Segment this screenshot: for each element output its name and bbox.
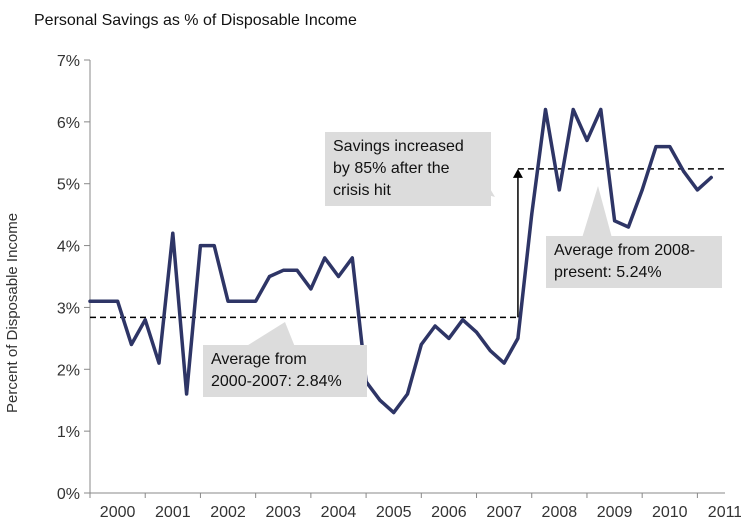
data-point xyxy=(267,275,271,278)
callout-increase: Savings increased by 85% after the crisi… xyxy=(325,132,491,206)
series-line xyxy=(88,107,713,415)
data-point xyxy=(544,107,548,111)
data-point xyxy=(392,411,396,415)
data-point xyxy=(336,275,340,278)
data-point xyxy=(88,299,92,303)
x-tick-label: 2002 xyxy=(210,504,246,521)
data-point xyxy=(709,176,713,180)
x-tick-label: 2003 xyxy=(265,504,301,521)
x-tick-label: 2009 xyxy=(597,504,633,521)
x-tick-label: 2000 xyxy=(100,504,136,521)
x-tick-label: 2006 xyxy=(431,504,467,521)
data-point xyxy=(516,336,520,340)
data-point xyxy=(157,361,161,365)
y-tick-label: 7% xyxy=(57,53,80,70)
x-tick-label: 2007 xyxy=(486,504,522,521)
y-tick-label: 6% xyxy=(57,115,80,132)
data-point xyxy=(571,107,575,111)
callout-pointer-avg1 xyxy=(245,322,295,347)
data-point xyxy=(419,343,423,347)
data-point xyxy=(129,343,133,347)
data-point xyxy=(433,324,437,328)
y-tick-label: 3% xyxy=(57,300,80,317)
x-tick-label: 2005 xyxy=(376,504,412,521)
data-point xyxy=(350,256,354,260)
chart-title: Personal Savings as % of Disposable Inco… xyxy=(34,12,357,29)
data-point xyxy=(143,318,147,322)
callout-average-2000-2007-line2: 2000-2007: 2.84% xyxy=(211,373,342,390)
callout-average-2008-present: Average from 2008- present: 5.24% xyxy=(546,236,722,288)
data-point xyxy=(557,188,561,192)
data-point xyxy=(254,299,258,303)
data-point xyxy=(654,145,658,149)
data-point xyxy=(406,392,409,396)
data-point xyxy=(488,349,492,353)
data-point xyxy=(102,299,106,303)
data-point xyxy=(599,107,603,111)
y-tick-label: 0% xyxy=(57,486,80,503)
x-tick-label: 2011 xyxy=(708,504,741,521)
data-point xyxy=(530,213,534,217)
callout-average-2000-2007-line1: Average from xyxy=(211,351,307,368)
y-tick-label: 4% xyxy=(57,239,80,256)
x-tick-label: 2001 xyxy=(155,504,191,521)
callout-average-2008-present-line1: Average from 2008- xyxy=(554,242,696,259)
data-point xyxy=(475,330,479,334)
data-point xyxy=(585,138,589,142)
increase-arrow-head xyxy=(512,168,523,178)
data-point xyxy=(461,318,465,322)
y-tick-label: 5% xyxy=(57,177,80,194)
y-axis-label: Percent of Disposable Income xyxy=(4,212,21,413)
data-point xyxy=(626,225,630,229)
x-tick-label: 2010 xyxy=(652,504,688,521)
data-point xyxy=(226,299,230,303)
data-point xyxy=(447,336,451,340)
data-point xyxy=(116,299,120,303)
data-point xyxy=(212,244,216,248)
data-point xyxy=(502,361,506,365)
data-point xyxy=(185,392,189,396)
data-point xyxy=(668,145,672,149)
callout-average-2008-present-line2: present: 5.24% xyxy=(554,264,662,281)
data-point xyxy=(281,268,285,272)
callout-pointer-avg2 xyxy=(582,186,612,238)
data-point xyxy=(198,244,202,248)
data-point xyxy=(682,169,686,173)
data-point xyxy=(640,188,644,192)
x-tick-label: 2004 xyxy=(321,504,357,521)
x-tick-label: 2008 xyxy=(542,504,578,521)
data-point xyxy=(171,231,175,235)
y-tick-label: 2% xyxy=(57,362,80,379)
callout-average-2000-2007: Average from 2000-2007: 2.84% xyxy=(203,345,367,397)
data-point xyxy=(240,299,244,303)
data-point xyxy=(378,398,382,402)
data-point xyxy=(323,256,327,260)
data-point xyxy=(309,287,313,291)
data-point xyxy=(695,188,699,192)
callout-increase-text: Savings increased by 85% after the crisi… xyxy=(333,138,464,199)
data-point xyxy=(613,219,617,223)
y-tick-label: 1% xyxy=(57,424,80,441)
data-point xyxy=(295,268,299,272)
